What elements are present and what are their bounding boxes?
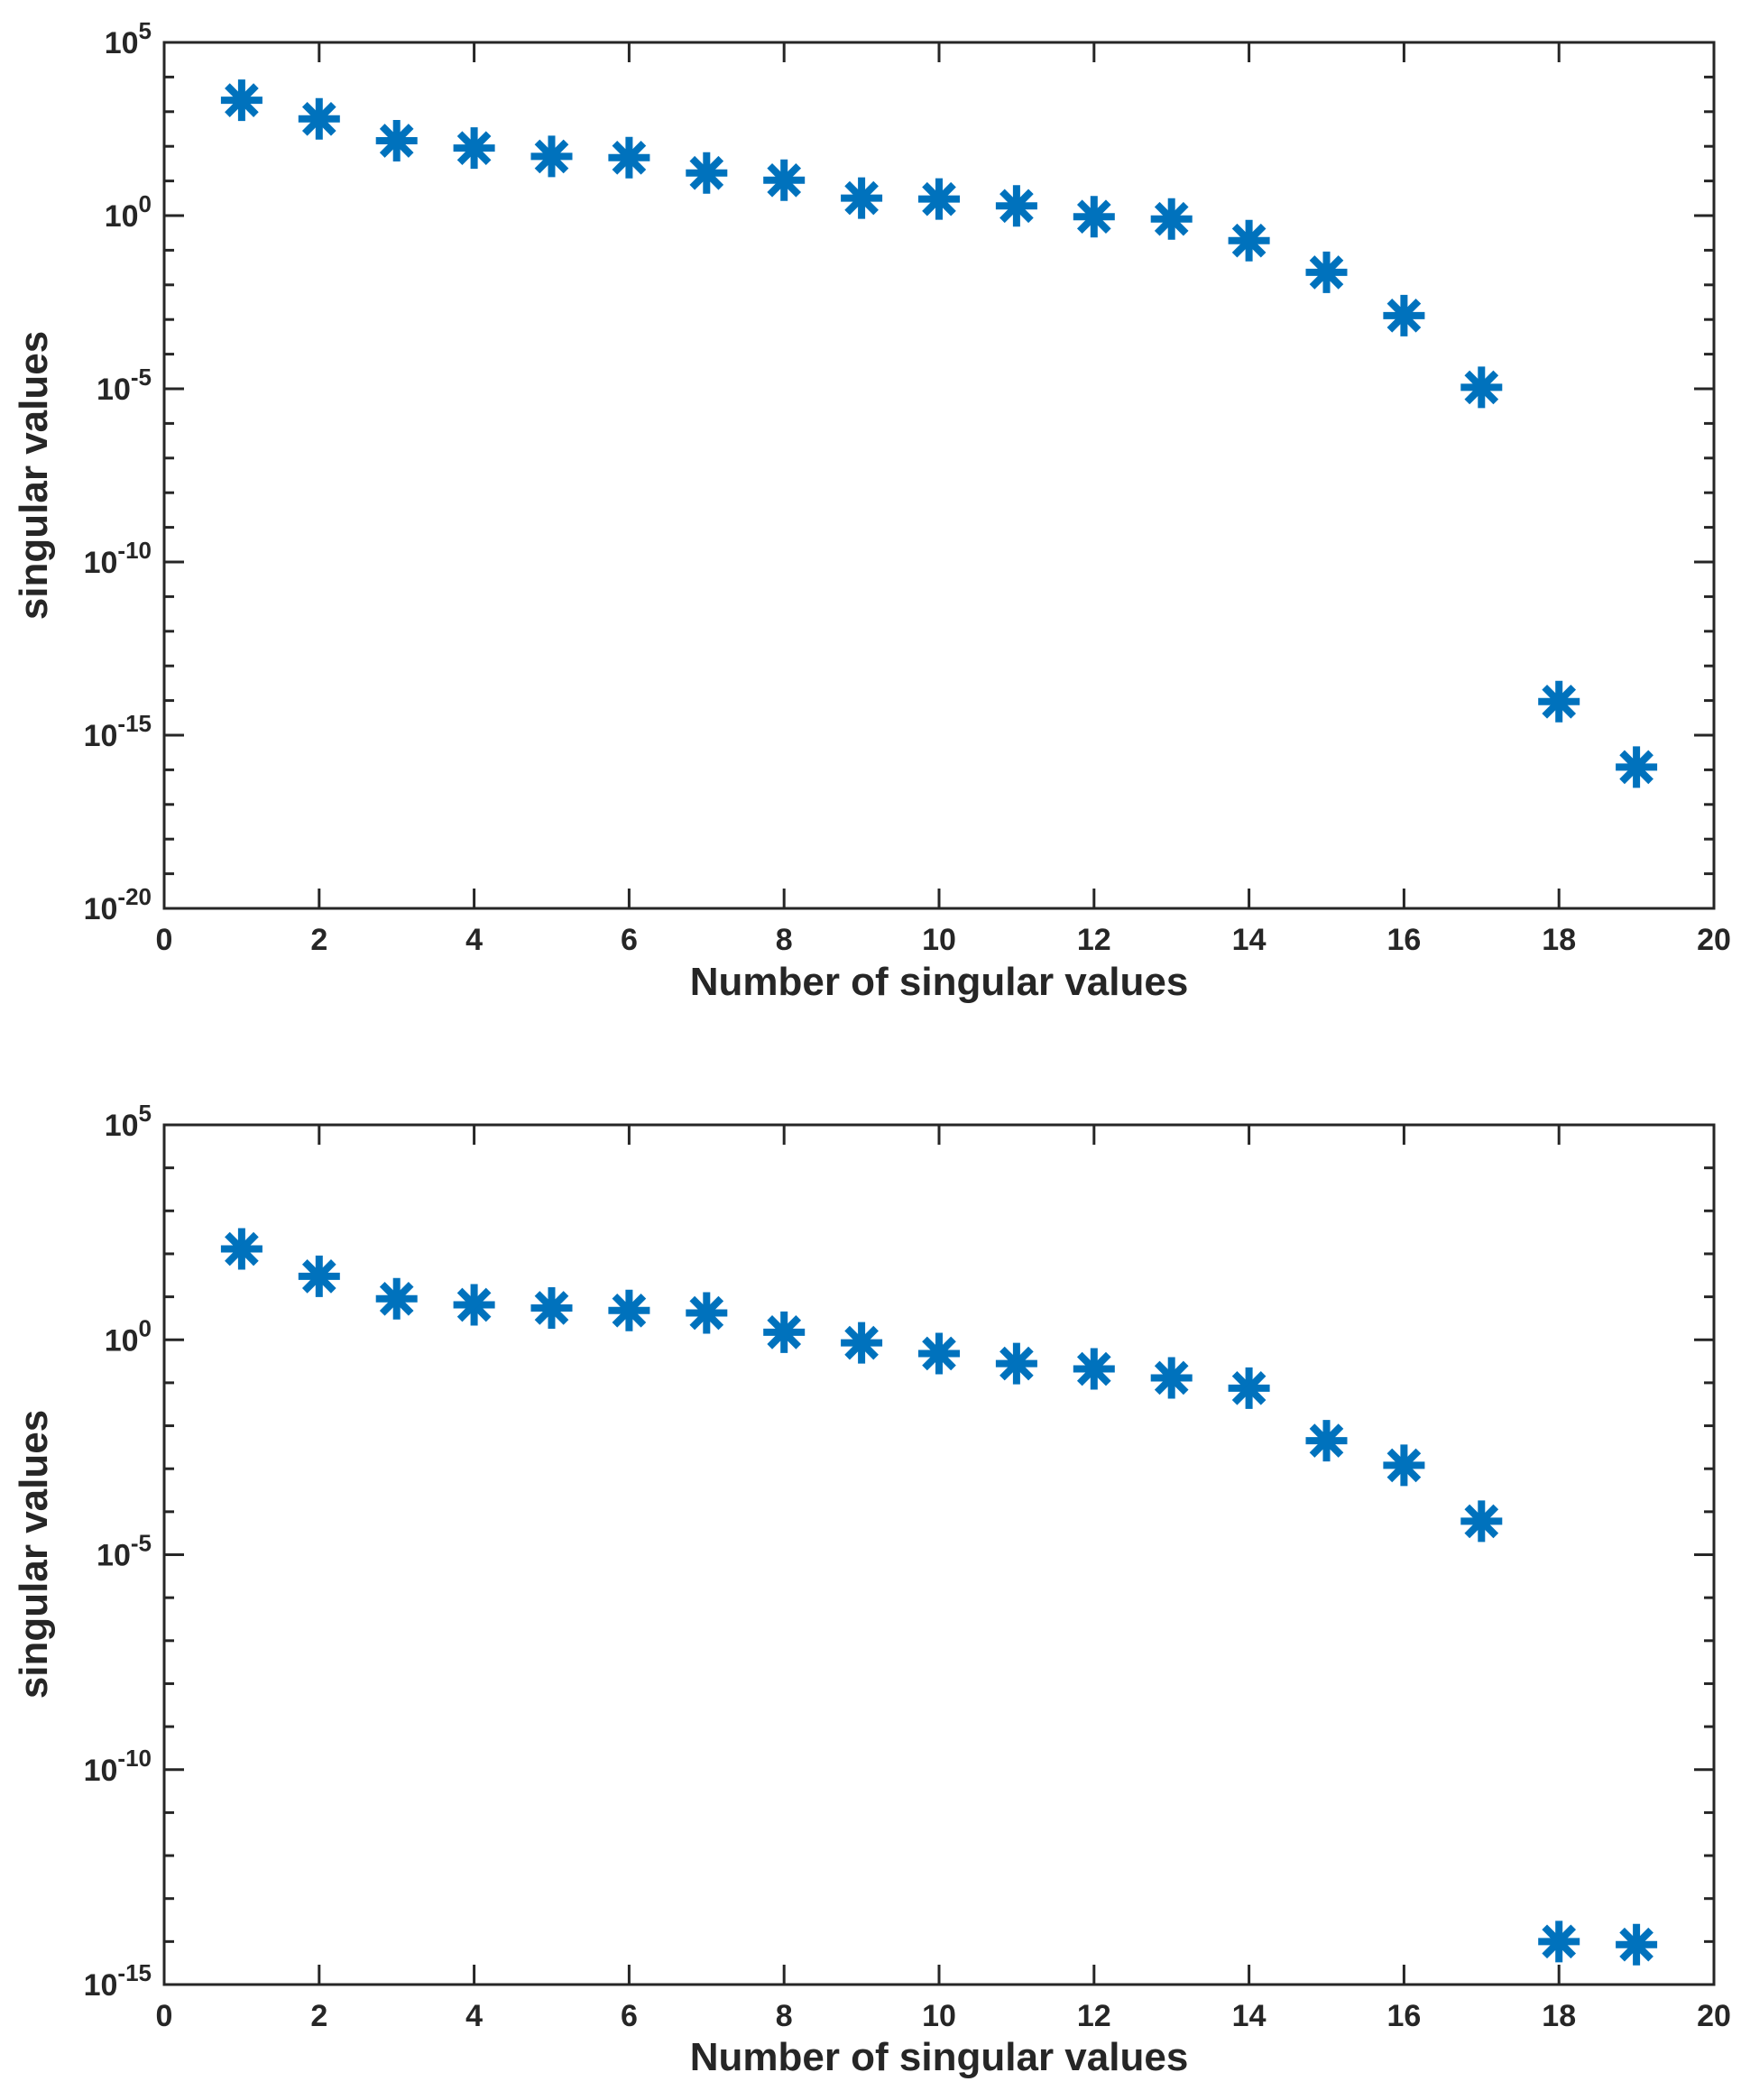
marker-stroke (379, 124, 414, 158)
data-point-asterisk-marker (608, 136, 650, 179)
data-point-asterisk-marker (1383, 294, 1425, 336)
data-point-asterisk-marker (686, 152, 728, 194)
x-tick-label: 18 (1542, 923, 1576, 957)
data-point-asterisk-marker (453, 127, 495, 170)
marker-stroke (1309, 255, 1344, 290)
marker-stroke (1386, 298, 1422, 333)
x-tick-label: 0 (156, 923, 173, 957)
bottom-xlabel: Number of singular values (689, 2035, 1189, 2079)
marker-stroke (1619, 750, 1653, 785)
marker-stroke (612, 140, 647, 175)
x-tick-label: 16 (1386, 923, 1421, 957)
data-point-asterisk-marker (995, 185, 1037, 227)
x-tick-label: 14 (1232, 923, 1267, 957)
top-ylabel: singular values (12, 330, 56, 621)
marker-stroke (1076, 199, 1111, 235)
data-point-asterisk-marker (1538, 680, 1580, 723)
data-point-asterisk-marker (1460, 366, 1503, 409)
data-point-asterisk-marker (220, 79, 263, 122)
marker-stroke (301, 101, 336, 136)
marker-stroke (1231, 223, 1267, 258)
data-point-asterisk-marker (1616, 746, 1658, 788)
marker-stroke (456, 131, 492, 165)
marker-stroke (999, 189, 1034, 224)
marker-stroke (767, 162, 802, 198)
data-point-asterisk-marker (1305, 251, 1348, 293)
y-tick-label: 100 (105, 190, 152, 234)
axes-box (162, 41, 1716, 910)
x-tick-label: 2 (310, 923, 327, 957)
marker-stroke (1464, 370, 1499, 405)
data-point-asterisk-marker (918, 178, 960, 220)
bottom-ylabel: singular values (12, 1409, 56, 1699)
marker-stroke (689, 155, 724, 190)
marker-stroke (225, 83, 259, 117)
x-tick-label: 12 (1077, 923, 1111, 957)
y-tick-label: 10-10 (84, 537, 152, 580)
marker-stroke (844, 180, 879, 216)
x-tick-label: 20 (1697, 923, 1731, 957)
y-tick-label: 10-20 (84, 883, 152, 926)
marker-stroke (534, 139, 569, 174)
data-point-asterisk-marker (375, 120, 418, 162)
x-tick-label: 8 (776, 923, 793, 957)
x-tick-label: 6 (621, 923, 638, 957)
data-point-asterisk-marker (1073, 196, 1115, 238)
marker-stroke (1542, 684, 1577, 719)
data-point-asterisk-marker (298, 97, 340, 140)
x-tick-label: 10 (922, 923, 956, 957)
data-point-asterisk-marker (1150, 198, 1193, 240)
data-point-asterisk-marker (841, 177, 883, 219)
top-xlabel: Number of singular values (689, 960, 1189, 1004)
y-tick-label: 10-15 (84, 710, 152, 753)
data-point-asterisk-marker (763, 159, 806, 201)
x-tick-label: 4 (465, 923, 483, 957)
y-tick-label: 10-5 (97, 364, 152, 407)
data-point-asterisk-marker (530, 135, 573, 178)
marker-stroke (1154, 201, 1189, 236)
data-point-asterisk-marker (1228, 219, 1270, 262)
y-tick-label: 105 (105, 17, 152, 60)
marker-stroke (922, 181, 956, 216)
